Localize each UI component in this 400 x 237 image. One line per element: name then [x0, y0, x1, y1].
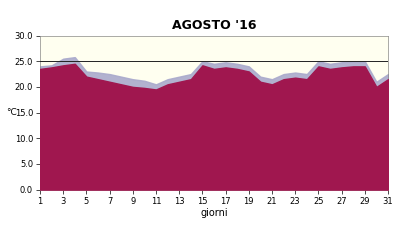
X-axis label: giorni: giorni — [200, 208, 228, 218]
Title: AGOSTO '16: AGOSTO '16 — [172, 19, 256, 32]
Y-axis label: °C: °C — [6, 108, 17, 117]
